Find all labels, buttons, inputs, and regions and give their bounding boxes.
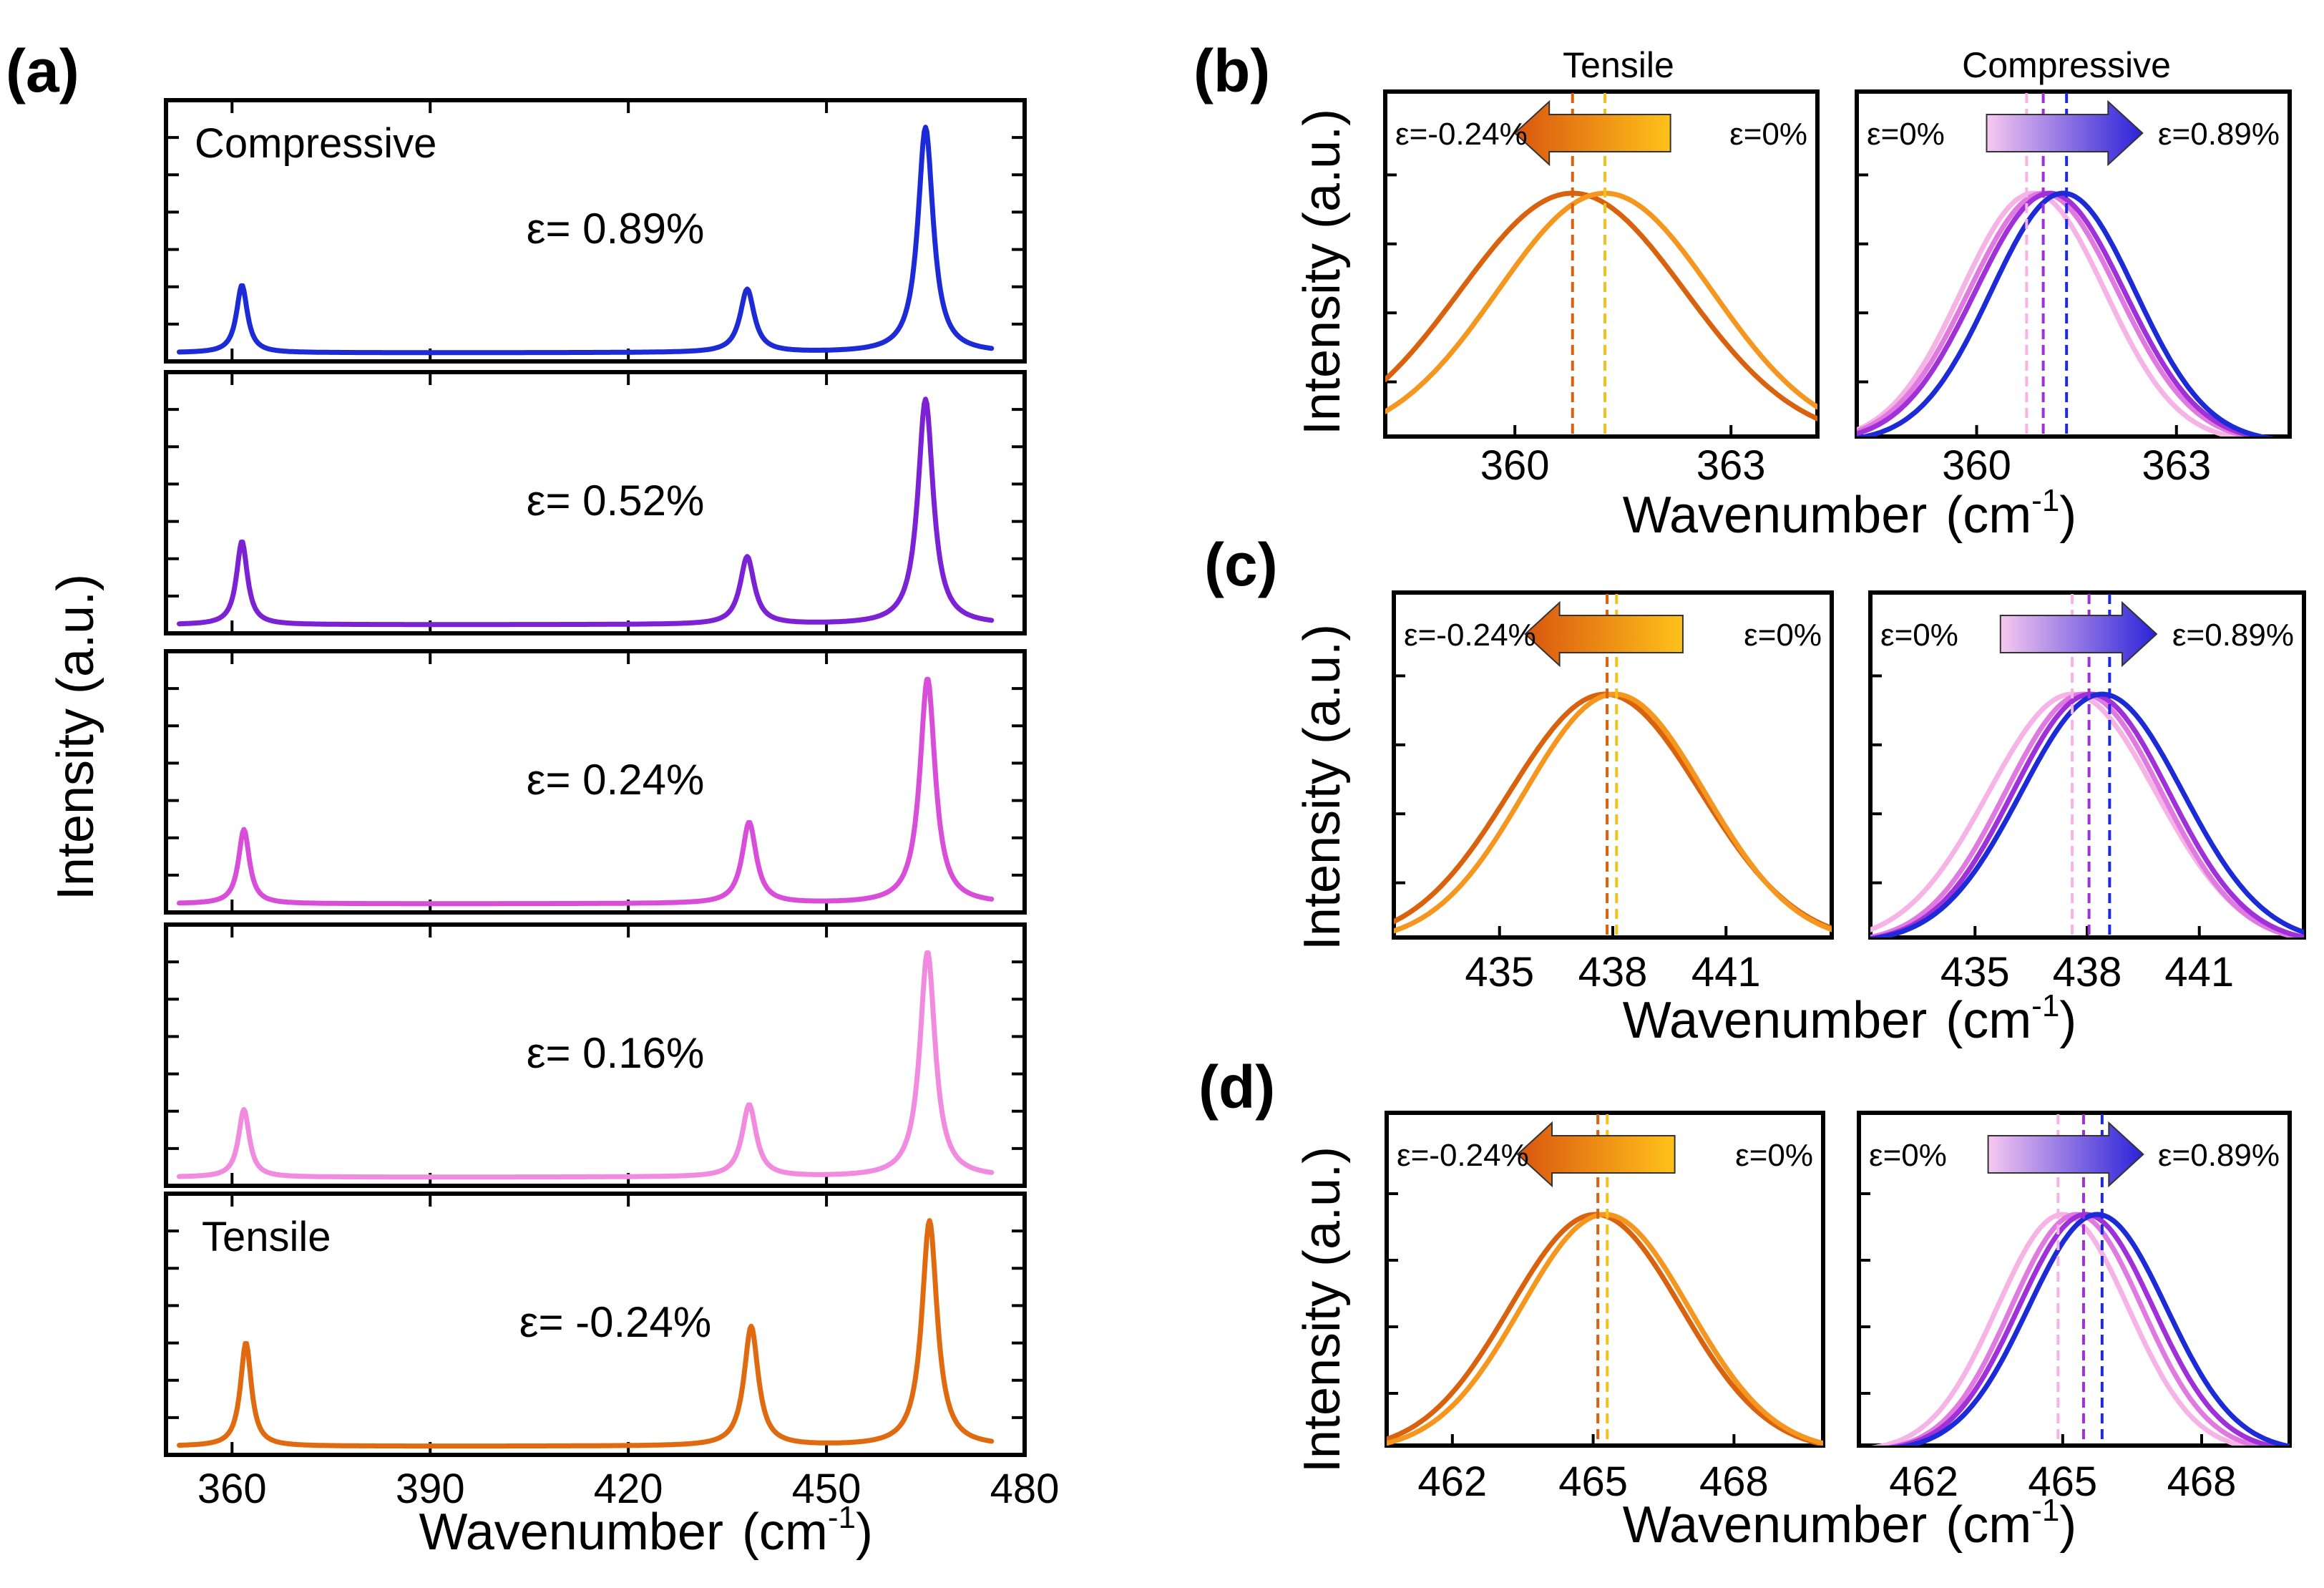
spectrum-line-3 (177, 950, 995, 1180)
xtick-label: 468 (2167, 1458, 2237, 1505)
peak-curve-1 (1394, 691, 1832, 934)
panel-1-subplot-1: 360 363 ε=0% ε=0.89% (1855, 89, 2292, 489)
xtick-label: 435 (1940, 949, 2010, 995)
xtick-label: 360 (1480, 442, 1550, 489)
panel-a-frame-4 (164, 1192, 1027, 1457)
strain-label-2: ε= 0.24% (527, 756, 705, 804)
xtick-label: 465 (2028, 1458, 2097, 1505)
panel-b-label: (b) (1193, 37, 1270, 104)
arrow-right-label: ε=0.89% (2172, 618, 2294, 653)
peak-curve-3 (1870, 691, 2304, 937)
arrow-right-label: ε=0% (1744, 618, 1822, 653)
panel-c-xlabel: Wavenumber (cm-1) (1623, 988, 2077, 1049)
strain-label-0: ε= 0.89% (527, 205, 705, 253)
arrow-left-label: ε=0% (1867, 117, 1945, 152)
compressive-annotation: Compressive (195, 120, 436, 167)
arrow-left-label: ε=-0.24% (1397, 1138, 1529, 1173)
strain-label-4: ε= -0.24% (519, 1298, 712, 1346)
panel-a-frame-2 (164, 649, 1027, 915)
spectrum-line-0 (177, 125, 995, 356)
strain-arrow (1513, 99, 1671, 167)
panel-a-plots: ε= 0.89% ε= 0.52% ε= 0.24% ε= 0.16% ε= -0.24… (164, 98, 1060, 1512)
subplot-frame (1857, 1111, 2292, 1448)
peak-curve-1 (1387, 1212, 1823, 1446)
peak-curve-0 (1394, 691, 1832, 931)
peak-curve-0 (1387, 1212, 1823, 1446)
xtick-label: 462 (1889, 1458, 1958, 1505)
peak-curve-2 (1857, 190, 2270, 437)
peak-curve-1 (1884, 1212, 2270, 1446)
peak-curve-2 (1870, 691, 2304, 937)
xtick-label: 438 (2053, 949, 2122, 995)
panel-a-ylabel: Intensity (a.u.) (47, 574, 104, 900)
spectrum-line-2 (177, 676, 995, 907)
panel-3-subplot-0: 462 465 468 ε=-0.24% ε=0% (1385, 1111, 1825, 1505)
peak-curve-3 (1894, 1212, 2290, 1446)
panel-a-xtick-label: 480 (990, 1466, 1060, 1512)
arrow-right-label: ε=0% (1729, 117, 1807, 152)
spectrum-line-4 (177, 1218, 995, 1449)
arrow-right-label: ε=0.89% (2158, 117, 2280, 152)
xtick-label: 360 (1942, 442, 2011, 489)
compressive-header: Compressive (1962, 45, 2171, 85)
panel-a-xlabel: Wavenumber (cm-1) (419, 1500, 873, 1561)
subplot-frame (1383, 89, 1820, 439)
panel-a-xtick-label: 450 (792, 1466, 861, 1512)
panel-a-frame-0 (164, 98, 1027, 364)
spectrum-line-1 (177, 396, 995, 628)
xtick-label: 441 (1691, 949, 1761, 995)
xtick-label: 441 (2164, 949, 2234, 995)
strain-arrow (1524, 600, 1684, 668)
strain-arrow (1987, 1121, 2144, 1188)
panel-d-ylabel: Intensity (a.u.) (1294, 1146, 1351, 1473)
panel-3-subplot-1: 462 465 468 ε=0% ε=0.89% (1857, 1111, 2292, 1505)
arrow-right-label: ε=0.89% (2158, 1138, 2280, 1173)
panel-c-label: (c) (1204, 531, 1278, 598)
strain-label-3: ε= 0.16% (527, 1029, 705, 1077)
panel-a-xtick-label: 360 (197, 1466, 267, 1512)
strain-arrow (1999, 600, 2158, 668)
peak-curve-3 (1857, 190, 2276, 437)
peak-curve-0 (1385, 190, 1817, 422)
subplot-frame (1855, 89, 2292, 439)
panel-d-xlabel: Wavenumber (cm-1) (1623, 1493, 2077, 1554)
panel-c-ylabel: Intensity (a.u.) (1294, 624, 1351, 950)
xtick-label: 438 (1578, 949, 1648, 995)
panel-a-label: (a) (6, 37, 79, 104)
xtick-label: 363 (1696, 442, 1766, 489)
panel-b-xlabel: Wavenumber (cm-1) (1623, 483, 2077, 544)
peak-curve-2 (1888, 1212, 2284, 1446)
peak-curve-1 (1385, 190, 1817, 414)
peak-curve-0 (1870, 1212, 2255, 1446)
panel-1-subplot-0: 360 363 ε=-0.24% ε=0% (1383, 89, 1820, 489)
peak-curve-1 (1857, 190, 2263, 437)
subplot-frame (1385, 1111, 1825, 1448)
strain-label-1: ε= 0.52% (527, 477, 705, 525)
strain-arrow (1516, 1121, 1676, 1188)
panel-a-xtick-label: 420 (594, 1466, 663, 1512)
peak-curve-0 (1857, 190, 2246, 437)
arrow-left-label: ε=0% (1880, 618, 1958, 653)
tensile-annotation: Tensile (202, 1214, 331, 1260)
panel-a-frame-3 (164, 922, 1027, 1188)
xtick-label: 465 (1558, 1458, 1628, 1505)
panel-a-frame-1 (164, 370, 1027, 635)
xtick-label: 435 (1465, 949, 1534, 995)
arrow-right-label: ε=0% (1735, 1138, 1813, 1173)
xtick-label: 468 (1699, 1458, 1769, 1505)
panel-2-subplot-1: 435 438 441 ε=0% ε=0.89% (1868, 590, 2306, 995)
strain-arrow (1986, 99, 2144, 167)
arrow-left-label: ε=-0.24% (1395, 117, 1528, 152)
xtick-label: 363 (2142, 442, 2211, 489)
arrow-left-label: ε=0% (1869, 1138, 1947, 1173)
panel-d-label: (d) (1198, 1053, 1275, 1121)
panel-2-subplot-0: 435 438 441 ε=-0.24% ε=0% (1392, 590, 1834, 995)
tensile-header: Tensile (1563, 45, 1674, 85)
panel-b-ylabel: Intensity (a.u.) (1294, 109, 1351, 435)
arrow-left-label: ε=-0.24% (1404, 618, 1536, 653)
panel-a-xtick-label: 390 (396, 1466, 465, 1512)
xtick-label: 462 (1417, 1458, 1487, 1505)
